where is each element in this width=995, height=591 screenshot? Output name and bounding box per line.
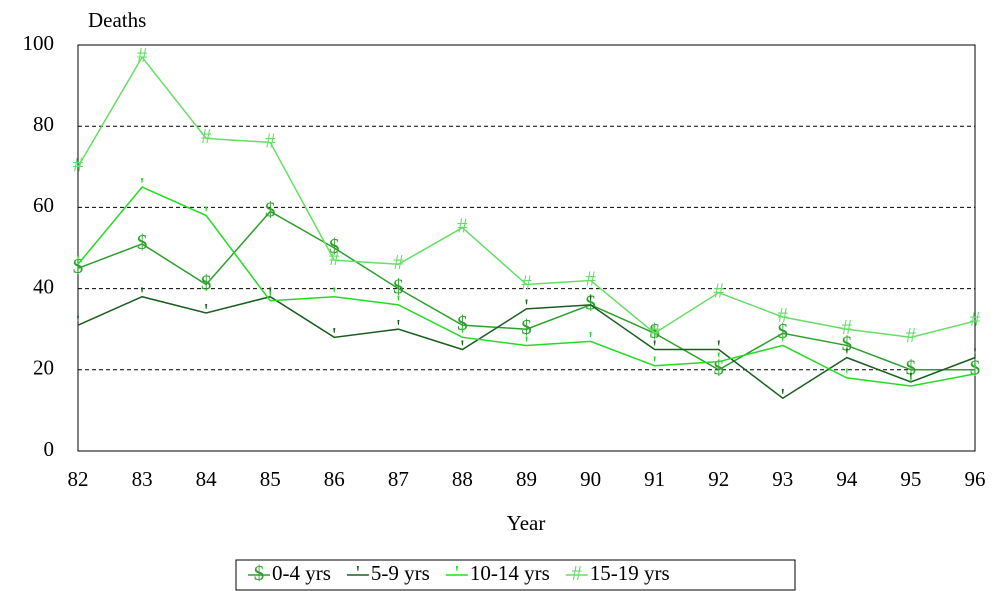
data-marker: $ [521, 315, 532, 339]
data-marker: ' [589, 291, 593, 315]
legend-marker: ' [455, 561, 459, 585]
data-marker: ' [973, 360, 977, 384]
data-marker: ' [845, 364, 849, 388]
data-marker: ' [396, 291, 400, 315]
data-marker: $ [649, 319, 660, 343]
data-marker: $ [778, 319, 789, 343]
legend-label: 5-9 yrs [371, 561, 430, 585]
legend-label: 15-19 yrs [590, 561, 670, 585]
x-tick-label: 87 [388, 467, 409, 491]
data-marker: ' [781, 384, 785, 408]
x-tick-label: 86 [324, 467, 345, 491]
data-marker: ' [140, 173, 144, 197]
data-marker: # [201, 124, 212, 148]
data-marker: # [585, 266, 596, 290]
data-marker: ' [973, 343, 977, 367]
data-marker: # [73, 153, 84, 177]
data-marker: $ [713, 356, 724, 380]
data-marker: ' [396, 315, 400, 339]
series-line [77, 55, 976, 339]
x-tick-label: 90 [580, 467, 601, 491]
data-marker: ' [268, 287, 272, 311]
data-marker: # [970, 307, 981, 331]
data-marker: ' [204, 201, 208, 225]
data-marker: ' [332, 283, 336, 307]
data-marker: ' [525, 295, 529, 319]
data-marker: ' [461, 335, 465, 359]
data-marker: # [393, 250, 404, 274]
y-axis-label: Deaths [88, 8, 146, 32]
series-line [77, 210, 975, 371]
data-marker: $ [201, 270, 212, 294]
data-marker: $ [265, 197, 276, 221]
legend-label: 10-14 yrs [470, 561, 550, 585]
data-marker: ' [204, 299, 208, 323]
legend-box [235, 559, 796, 591]
y-tick-label: 40 [33, 274, 54, 298]
data-marker: # [713, 278, 724, 302]
data-marker: ' [140, 283, 144, 307]
data-marker: ' [653, 335, 657, 359]
x-tick-label: 91 [644, 467, 665, 491]
legend-marker: ' [356, 561, 360, 585]
x-tick-label: 88 [452, 467, 473, 491]
data-marker: # [842, 315, 853, 339]
data-marker: $ [585, 291, 596, 315]
y-tick-label: 80 [33, 112, 54, 136]
data-marker: $ [457, 311, 468, 335]
data-marker: $ [73, 254, 84, 278]
data-marker: $ [393, 274, 404, 298]
series-line [77, 186, 976, 387]
x-tick-label: 82 [68, 467, 89, 491]
data-marker: ' [332, 323, 336, 347]
y-tick-label: 20 [33, 356, 54, 380]
x-tick-label: 89 [516, 467, 537, 491]
data-marker: # [137, 43, 148, 67]
data-marker: ' [781, 331, 785, 355]
series-line [77, 295, 976, 400]
data-marker: # [778, 303, 789, 327]
data-marker: ' [909, 368, 913, 392]
data-marker: # [521, 270, 532, 294]
x-tick-label: 84 [196, 467, 218, 491]
x-tick-label: 94 [836, 467, 858, 491]
data-marker: $ [137, 230, 148, 254]
x-tick-label: 96 [965, 467, 986, 491]
plot-frame [77, 44, 976, 452]
data-marker: ' [76, 311, 80, 335]
data-marker: ' [909, 372, 913, 396]
data-marker: $ [842, 331, 853, 355]
data-marker: # [457, 214, 468, 238]
x-tick-label: 93 [772, 467, 793, 491]
data-marker: ' [461, 323, 465, 347]
y-tick-label: 60 [33, 193, 54, 217]
x-axis-label: Year [507, 511, 546, 535]
data-marker: # [906, 323, 917, 347]
data-marker: ' [653, 352, 657, 376]
legend-marker: $ [254, 561, 265, 585]
data-marker: $ [906, 356, 917, 380]
data-marker: ' [717, 347, 721, 371]
x-tick-label: 85 [260, 467, 281, 491]
x-tick-label: 95 [900, 467, 921, 491]
data-marker: ' [525, 331, 529, 355]
data-marker: ' [717, 335, 721, 359]
data-marker: $ [970, 356, 981, 380]
legend-marker: # [572, 561, 583, 585]
y-tick-label: 0 [44, 437, 55, 461]
data-marker: $ [329, 234, 340, 258]
data-marker: ' [589, 327, 593, 351]
x-tick-label: 83 [132, 467, 153, 491]
data-marker: ' [76, 250, 80, 274]
y-tick-label: 100 [23, 31, 55, 55]
legend-label: 0-4 yrs [272, 561, 331, 585]
data-marker: # [265, 128, 276, 152]
x-tick-label: 92 [708, 467, 729, 491]
data-marker: # [329, 246, 340, 270]
data-marker: ' [845, 343, 849, 367]
data-marker: # [649, 319, 660, 343]
data-marker: ' [268, 283, 272, 307]
